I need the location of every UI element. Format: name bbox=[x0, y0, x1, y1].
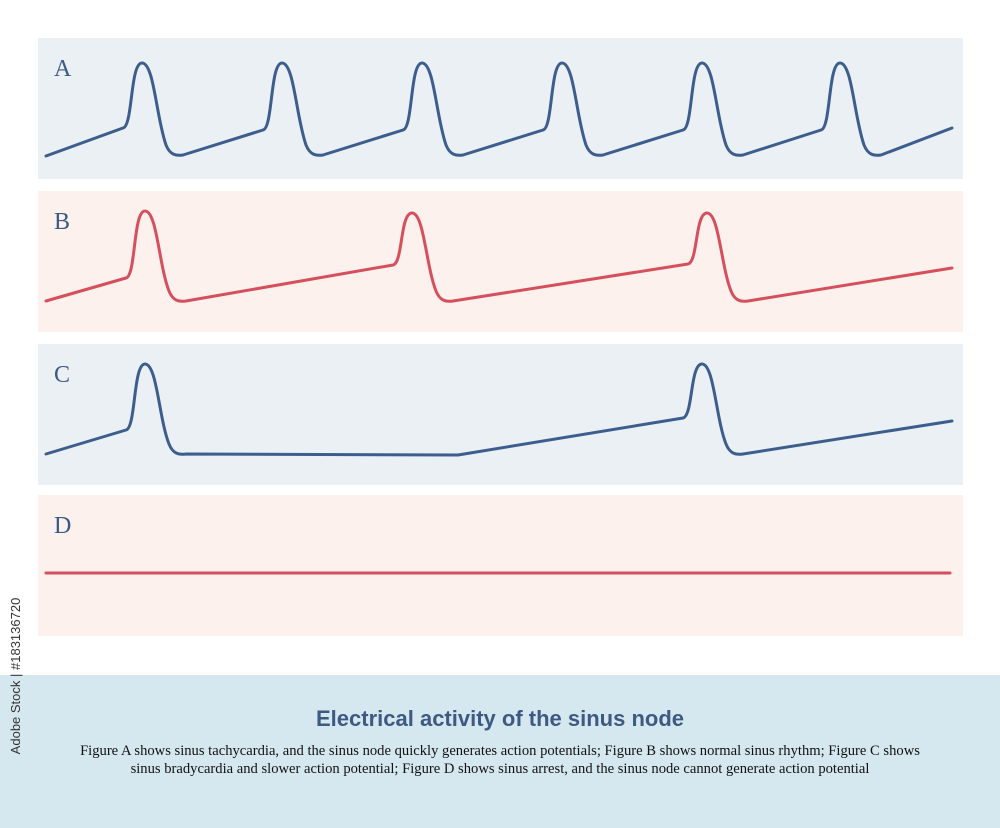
trace-c-action-potentials bbox=[44, 362, 954, 457]
panel-d-graphic bbox=[38, 495, 963, 636]
panel-b-graphic bbox=[38, 191, 963, 332]
caption-band: Electrical activity of the sinus node Fi… bbox=[0, 675, 1000, 828]
panel-c-graphic bbox=[38, 344, 963, 485]
caption-body: Figure A shows sinus tachycardia, and th… bbox=[80, 743, 920, 777]
panel-label-c: C bbox=[54, 362, 71, 388]
panel-d: D bbox=[38, 495, 963, 636]
caption-title: Electrical activity of the sinus node bbox=[316, 706, 684, 731]
panel-label-b: B bbox=[54, 209, 71, 235]
trace-b-action-potentials bbox=[44, 209, 954, 303]
panel-b: B bbox=[38, 191, 963, 332]
trace-a-action-potentials bbox=[44, 61, 954, 158]
panel-label-a: A bbox=[54, 56, 72, 82]
panel-a: A bbox=[38, 38, 963, 179]
panel-label-d: D bbox=[54, 513, 72, 539]
panel-b-background bbox=[38, 191, 963, 332]
panel-a-graphic bbox=[38, 38, 963, 179]
panel-a-background bbox=[38, 38, 963, 179]
stock-id: Adobe Stock | #183136720 bbox=[8, 597, 23, 755]
panel-c: C bbox=[38, 344, 963, 485]
panel-d-background bbox=[38, 495, 963, 636]
panel-c-background bbox=[38, 344, 963, 485]
